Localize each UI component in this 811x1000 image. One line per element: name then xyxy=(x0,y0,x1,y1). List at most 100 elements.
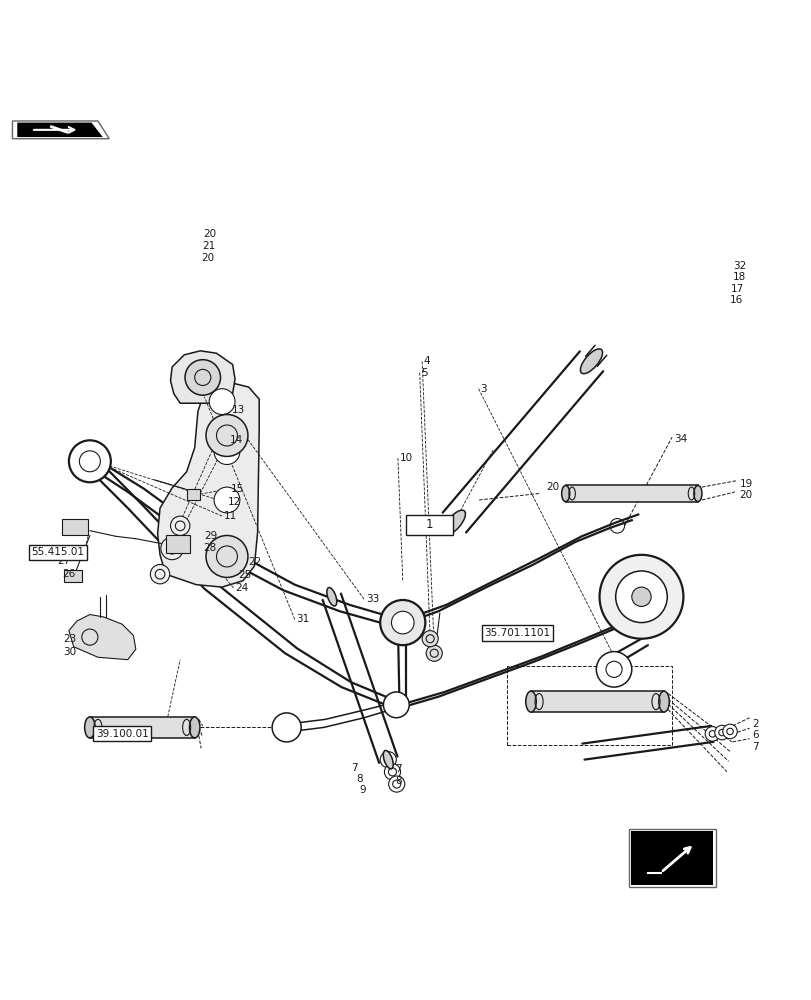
Circle shape xyxy=(631,587,650,606)
Text: 34: 34 xyxy=(674,434,687,444)
Text: 27: 27 xyxy=(58,556,71,566)
Text: 39.100.01: 39.100.01 xyxy=(96,729,148,739)
Text: 28: 28 xyxy=(203,543,216,553)
Circle shape xyxy=(185,360,221,395)
Bar xyxy=(565,485,697,502)
Circle shape xyxy=(704,727,719,741)
Bar xyxy=(506,666,672,745)
Circle shape xyxy=(615,571,667,623)
Polygon shape xyxy=(69,615,135,660)
Circle shape xyxy=(384,764,400,780)
Ellipse shape xyxy=(383,750,393,769)
Circle shape xyxy=(383,692,409,718)
Text: 22: 22 xyxy=(248,557,262,567)
Text: 6: 6 xyxy=(751,730,757,740)
Text: 29: 29 xyxy=(204,531,217,541)
Text: 14: 14 xyxy=(229,435,242,445)
Text: 7: 7 xyxy=(751,742,757,752)
Circle shape xyxy=(599,555,683,639)
Circle shape xyxy=(722,724,736,739)
Bar xyxy=(406,515,453,535)
Text: 18: 18 xyxy=(732,272,745,282)
Text: 26: 26 xyxy=(62,569,75,579)
Polygon shape xyxy=(170,351,234,403)
Ellipse shape xyxy=(693,485,701,502)
Circle shape xyxy=(170,541,177,548)
Text: 30: 30 xyxy=(63,647,76,657)
Bar xyxy=(630,831,712,885)
Text: 7: 7 xyxy=(350,763,358,773)
Ellipse shape xyxy=(580,349,602,374)
Text: 17: 17 xyxy=(730,284,744,294)
Circle shape xyxy=(79,451,101,472)
Circle shape xyxy=(426,645,442,661)
Text: 20: 20 xyxy=(201,253,214,263)
Text: 16: 16 xyxy=(728,295,742,305)
Circle shape xyxy=(209,389,234,415)
Text: 4: 4 xyxy=(423,356,430,366)
Circle shape xyxy=(206,415,247,456)
Circle shape xyxy=(183,541,190,548)
Text: 20: 20 xyxy=(546,482,559,492)
Ellipse shape xyxy=(561,485,569,502)
Circle shape xyxy=(177,541,183,548)
Bar xyxy=(530,691,663,712)
Text: 5: 5 xyxy=(421,368,427,378)
Bar xyxy=(187,489,200,500)
Circle shape xyxy=(170,516,190,535)
Text: 19: 19 xyxy=(739,479,752,489)
Text: 12: 12 xyxy=(228,497,241,507)
Circle shape xyxy=(206,535,247,577)
Text: 9: 9 xyxy=(358,785,366,795)
Text: 20: 20 xyxy=(738,490,751,500)
Text: 20: 20 xyxy=(203,229,216,239)
Circle shape xyxy=(380,600,425,645)
Circle shape xyxy=(391,611,414,634)
Ellipse shape xyxy=(525,691,535,712)
Ellipse shape xyxy=(189,717,200,738)
Bar xyxy=(90,717,195,738)
Text: 32: 32 xyxy=(732,261,746,271)
Text: 3: 3 xyxy=(479,384,487,394)
Ellipse shape xyxy=(84,717,95,738)
Text: 10: 10 xyxy=(399,453,412,463)
Text: 23: 23 xyxy=(63,634,76,644)
Circle shape xyxy=(388,776,404,792)
Polygon shape xyxy=(157,383,259,587)
Ellipse shape xyxy=(327,588,337,606)
Circle shape xyxy=(214,439,239,465)
Bar xyxy=(62,519,88,535)
Ellipse shape xyxy=(443,510,465,535)
Text: 35.701.1101: 35.701.1101 xyxy=(483,628,550,638)
Text: 8: 8 xyxy=(355,774,363,784)
Circle shape xyxy=(150,565,169,584)
Text: 13: 13 xyxy=(231,405,245,415)
Text: 15: 15 xyxy=(230,484,244,494)
Text: 1: 1 xyxy=(425,518,432,531)
Text: 7: 7 xyxy=(395,764,401,774)
Text: 2: 2 xyxy=(751,719,757,729)
Circle shape xyxy=(69,440,111,482)
Text: 11: 11 xyxy=(224,511,237,521)
Bar xyxy=(165,535,190,553)
Circle shape xyxy=(380,752,396,768)
Polygon shape xyxy=(12,121,109,139)
Circle shape xyxy=(209,542,234,568)
Text: 33: 33 xyxy=(365,594,379,604)
Circle shape xyxy=(595,652,631,687)
Circle shape xyxy=(214,487,239,513)
Ellipse shape xyxy=(658,691,668,712)
Circle shape xyxy=(272,713,301,742)
Text: 55.415.01: 55.415.01 xyxy=(31,547,84,557)
Text: 31: 31 xyxy=(296,614,309,624)
Text: 8: 8 xyxy=(395,776,401,786)
Polygon shape xyxy=(17,123,103,137)
Text: 25: 25 xyxy=(238,570,251,580)
Circle shape xyxy=(714,725,728,740)
Bar xyxy=(64,570,82,582)
Circle shape xyxy=(161,537,183,560)
Circle shape xyxy=(422,631,438,647)
Bar xyxy=(628,829,714,887)
Text: 21: 21 xyxy=(202,241,215,251)
Text: 24: 24 xyxy=(234,583,248,593)
